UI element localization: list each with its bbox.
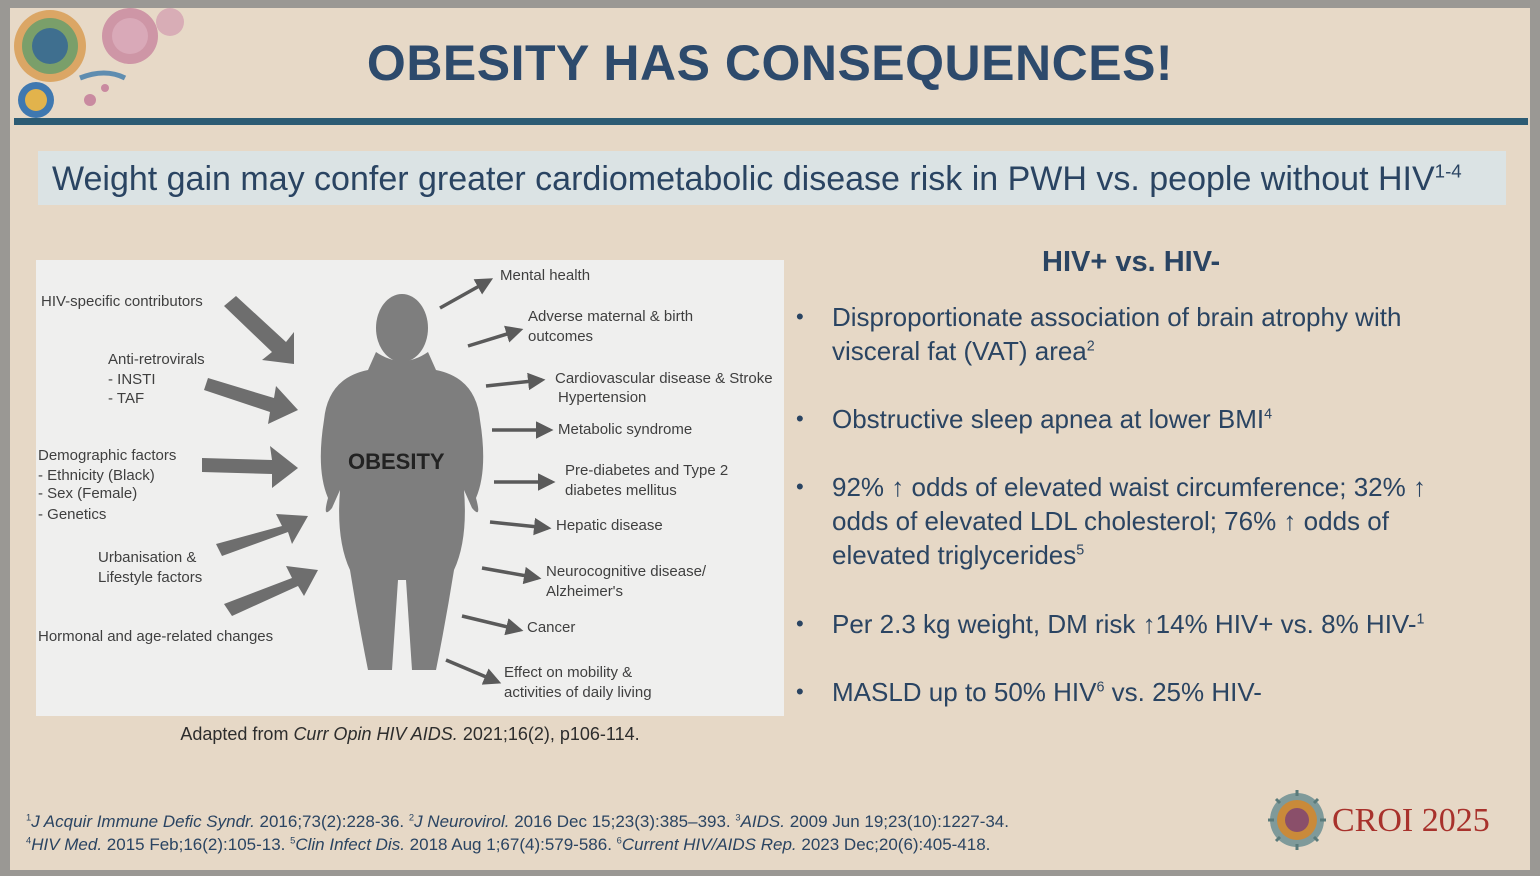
bullet-dot-icon: • [796, 304, 804, 329]
bullet-dot-icon: • [796, 406, 804, 431]
metabolic-label: Metabolic syndrome [558, 421, 693, 438]
consequence-arrows [439, 278, 556, 685]
urbanisation-label-line2: Lifestyle factors [98, 569, 203, 586]
demographic-item-genetics: - Genetics [38, 506, 107, 523]
panel-heading: HIV+ vs. HIV- [1042, 246, 1221, 278]
footnote-line-2: 4HIV Med. 2015 Feb;16(2):105-13. 5Clin I… [26, 835, 991, 854]
subtitle-text: Weight gain may confer greater cardiomet… [52, 160, 1462, 198]
mental-health-label: Mental health [500, 267, 591, 284]
bullet-dot-icon: • [796, 474, 804, 499]
hormonal-label: Hormonal and age-related changes [38, 628, 274, 645]
virus-illustration-icon [14, 8, 184, 118]
demographic-item-ethnicity: - Ethnicity (Black) [38, 467, 155, 484]
cancer-label: Cancer [527, 619, 576, 636]
neuro-label-line2: Alzheimer's [546, 583, 624, 600]
cvd-label-line1: Cardiovascular disease & Stroke [555, 370, 773, 387]
croi-logo-text: CROI 2025 [1332, 802, 1490, 839]
obesity-figure: OBESITY HIV-specific contributors Anti-r… [36, 260, 784, 716]
subtitle-banner: Weight gain may confer greater cardiomet… [38, 151, 1506, 205]
mobility-label-line1: Effect on mobility & [504, 664, 633, 681]
neuro-label-line1: Neurocognitive disease/ [546, 563, 707, 580]
slide: OBESITY HAS CONSEQUENCES! Weight gain ma… [10, 8, 1530, 870]
croi-virus-logo-icon [1268, 790, 1326, 850]
obesity-label: OBESITY [348, 449, 445, 474]
bullet-dot-icon: • [796, 611, 804, 636]
demographic-item-sex: - Sex (Female) [38, 485, 138, 502]
contributor-arrows [202, 296, 318, 616]
figure-caption: Adapted from Curr Opin HIV AIDS. 2021;16… [180, 724, 640, 744]
bullet-dot-icon: • [796, 679, 804, 704]
hiv-specific-label: HIV-specific contributors [41, 293, 203, 310]
arv-title: Anti-retrovirals [108, 351, 205, 368]
demographic-title: Demographic factors [38, 447, 177, 464]
diabetes-label-line1: Pre-diabetes and Type 2 [565, 462, 729, 479]
human-silhouette-icon [320, 294, 484, 670]
footnote-line-1: 1J Acquir Immune Defic Syndr. 2016;73(2)… [26, 812, 1009, 831]
arv-item-taf: - TAF [108, 390, 145, 407]
maternal-label-line2: outcomes [528, 328, 594, 345]
cvd-label-line2: Hypertension [558, 389, 647, 406]
mobility-label-line2: activities of daily living [504, 684, 652, 701]
diabetes-label-line2: diabetes mellitus [565, 482, 677, 499]
arv-item-insti: - INSTI [108, 371, 156, 388]
maternal-label-line1: Adverse maternal & birth [528, 308, 694, 325]
slide-title: OBESITY HAS CONSEQUENCES! [366, 35, 1174, 91]
header-divider [14, 118, 1528, 125]
footnotes: 1J Acquir Immune Defic Syndr. 2016;73(2)… [26, 810, 1009, 856]
urbanisation-label-line1: Urbanisation & [98, 549, 197, 566]
obesity-diagram [202, 278, 556, 685]
slide-header: OBESITY HAS CONSEQUENCES! [10, 8, 1530, 118]
croi-logo: CROI 2025 [1266, 790, 1516, 850]
hepatic-label: Hepatic disease [556, 517, 663, 534]
